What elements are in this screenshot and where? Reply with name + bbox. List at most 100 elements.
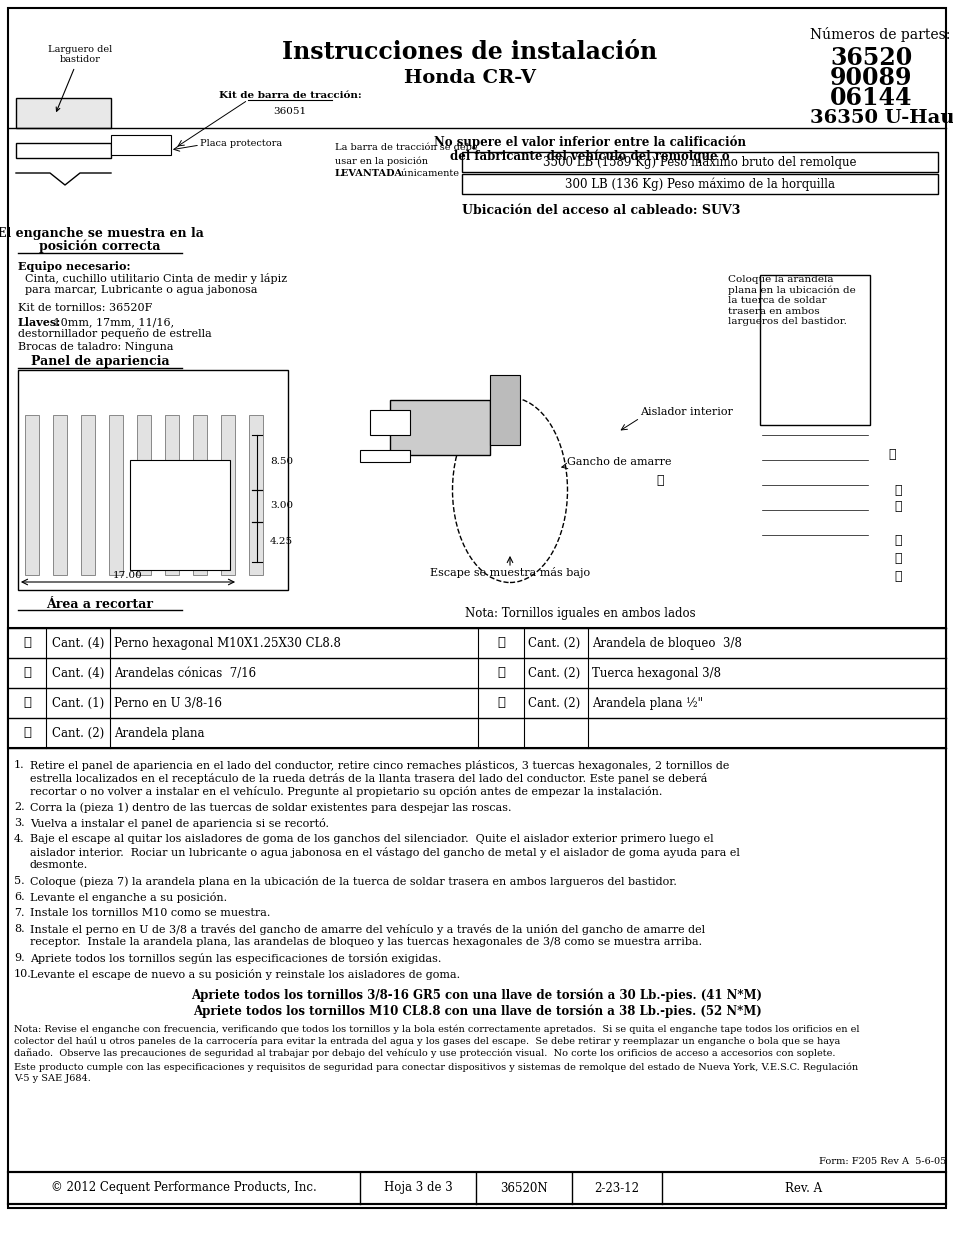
Text: Apriete todos los tornillos según las especificaciones de torsión exigidas.: Apriete todos los tornillos según las es… [30, 953, 441, 965]
Ellipse shape [452, 398, 567, 583]
Text: 5.: 5. [14, 876, 25, 885]
Text: Área a recortar: Área a recortar [47, 598, 153, 610]
Bar [165, 415, 179, 576]
Text: recortar o no volver a instalar en el vehículo. Pregunte al propietario su opció: recortar o no volver a instalar en el ve… [30, 785, 661, 797]
Text: Levante el escape de nuevo a su posición y reinstale los aisladores de goma.: Levante el escape de nuevo a su posición… [30, 969, 459, 981]
Text: Ubicación del acceso al cableado: SUV3: Ubicación del acceso al cableado: SUV3 [461, 204, 740, 216]
Text: 17.00: 17.00 [113, 571, 143, 579]
Text: © 2012 Cequent Performance Products, Inc.: © 2012 Cequent Performance Products, Inc… [51, 1182, 316, 1194]
Text: ①: ① [23, 636, 30, 650]
Text: Kit de tornillos: 36520F: Kit de tornillos: 36520F [18, 303, 152, 312]
Text: Arandela plana: Arandela plana [113, 726, 204, 740]
Bar [193, 415, 207, 576]
Text: Corra la (pieza 1) dentro de las tuercas de soldar existentes para despejar las : Corra la (pieza 1) dentro de las tuercas… [30, 802, 511, 813]
Text: Instale el perno en U de 3/8 a través del gancho de amarre del vehículo y a trav: Instale el perno en U de 3/8 a través de… [30, 924, 704, 935]
Text: Larguero del
bastidor: Larguero del bastidor [48, 44, 112, 111]
Text: Escape se muestra más bajo: Escape se muestra más bajo [430, 567, 590, 578]
Text: Equipo necesario:: Equipo necesario: [18, 261, 131, 272]
Text: Vuelva a instalar el panel de apariencia si se recortó.: Vuelva a instalar el panel de apariencia… [30, 818, 329, 829]
Text: ⑤: ⑤ [497, 636, 504, 650]
Text: 36520N: 36520N [499, 1182, 547, 1194]
Text: Cant. (4): Cant. (4) [52, 636, 104, 650]
Text: 4.25: 4.25 [270, 537, 293, 547]
Text: Cant. (2): Cant. (2) [527, 667, 579, 679]
Text: No supere el valor inferior entre la calificación: No supere el valor inferior entre la cal… [434, 136, 745, 148]
Text: Cinta, cuchillo utilitario Cinta de medir y lápiz: Cinta, cuchillo utilitario Cinta de medi… [18, 273, 287, 284]
Bar [81, 415, 95, 576]
Text: Hoja 3 de 3: Hoja 3 de 3 [383, 1182, 452, 1194]
Bar [53, 415, 67, 576]
Text: estrella localizados en el receptáculo de la rueda detrás de la llanta trasera d: estrella localizados en el receptáculo d… [30, 773, 706, 784]
Text: Retire el panel de apariencia en el lado del conductor, retire cinco remaches pl: Retire el panel de apariencia en el lado… [30, 760, 729, 771]
Text: ⑦: ⑦ [497, 697, 504, 709]
Text: únicamente: únicamente [397, 169, 458, 179]
Text: Arandelas cónicas  7/16: Arandelas cónicas 7/16 [113, 667, 255, 679]
Text: 90089: 90089 [829, 65, 911, 90]
Bar [18, 370, 288, 590]
Text: 06144: 06144 [829, 86, 911, 110]
Text: Honda CR-V: Honda CR-V [403, 69, 536, 86]
Bar [359, 450, 410, 462]
Text: Panel de apariencia: Panel de apariencia [30, 356, 169, 368]
Text: ②: ② [23, 667, 30, 679]
Text: Cant. (2): Cant. (2) [527, 636, 579, 650]
Bar [137, 415, 151, 576]
Text: Cant. (1): Cant. (1) [52, 697, 104, 709]
Text: La barra de tracción se debe: La barra de tracción se debe [335, 143, 477, 152]
Text: Números de partes:: Números de partes: [809, 27, 949, 42]
Text: Arandela de bloqueo  3/8: Arandela de bloqueo 3/8 [592, 636, 741, 650]
Text: 8.50: 8.50 [270, 457, 293, 467]
Text: usar en la posición: usar en la posición [335, 157, 428, 165]
Text: Form: F205 Rev A  5-6-05: Form: F205 Rev A 5-6-05 [818, 1157, 945, 1167]
Text: Kit de barra de tracción:: Kit de barra de tracción: [218, 90, 361, 100]
Text: Rev. A: Rev. A [784, 1182, 821, 1194]
Bar [25, 415, 39, 576]
Text: V-5 y SAE J684.: V-5 y SAE J684. [14, 1074, 91, 1083]
Text: El enganche se muestra en la: El enganche se muestra en la [0, 226, 203, 240]
Text: Perno hexagonal M10X1.25X30 CL8.8: Perno hexagonal M10X1.25X30 CL8.8 [113, 636, 340, 650]
Text: Aislador interior: Aislador interior [639, 408, 732, 417]
Text: Cant. (4): Cant. (4) [52, 667, 104, 679]
Text: ⑥: ⑥ [497, 667, 504, 679]
Text: Llaves:: Llaves: [18, 316, 61, 327]
Text: Placa protectora: Placa protectora [200, 138, 282, 147]
Text: Coloque (pieza 7) la arandela plana en la ubicación de la tuerca de soldar trase: Coloque (pieza 7) la arandela plana en l… [30, 876, 677, 887]
Bar [16, 98, 111, 128]
Text: Baje el escape al quitar los aisladores de goma de los ganchos del silenciador. : Baje el escape al quitar los aisladores … [30, 834, 713, 844]
Text: 36051: 36051 [274, 107, 306, 116]
Text: receptor.  Instale la arandela plana, las arandelas de bloqueo y las tuercas hex: receptor. Instale la arandela plana, las… [30, 937, 701, 947]
Text: ⑦: ⑦ [893, 569, 901, 583]
Text: LEVANTADA: LEVANTADA [335, 169, 403, 179]
Text: ②: ② [893, 483, 901, 496]
Text: 9.: 9. [14, 953, 25, 963]
Bar [390, 400, 490, 454]
Text: ⑥: ⑥ [893, 552, 901, 564]
Text: Instale los tornillos M10 como se muestra.: Instale los tornillos M10 como se muestr… [30, 908, 270, 918]
Bar [111, 135, 171, 156]
Text: aislador interior.  Rociar un lubricante o agua jabonosa en el vástago del ganch: aislador interior. Rociar un lubricante … [30, 847, 740, 858]
Text: Tuerca hexagonal 3/8: Tuerca hexagonal 3/8 [592, 667, 720, 679]
Text: 10mm, 17mm, 11/16,: 10mm, 17mm, 11/16, [50, 317, 174, 327]
Text: Brocas de taladro: Ninguna: Brocas de taladro: Ninguna [18, 342, 173, 352]
Text: Cant. (2): Cant. (2) [52, 726, 104, 740]
Text: Arandela plana ½": Arandela plana ½" [592, 697, 702, 709]
Text: 36520: 36520 [829, 46, 911, 70]
Text: ③: ③ [656, 473, 663, 487]
Bar [461, 174, 937, 194]
Text: 1.: 1. [14, 760, 25, 769]
Text: colector del haúl u otros paneles de la carrocería para evitar la entrada del ag: colector del haúl u otros paneles de la … [14, 1036, 840, 1046]
Bar [8, 629, 945, 748]
Text: Perno en U 3/8-16: Perno en U 3/8-16 [113, 697, 222, 709]
Text: Apriete todos los tornillos M10 CL8.8 con una llave de torsión a 38 Lb.-pies. (5: Apriete todos los tornillos M10 CL8.8 co… [193, 1005, 760, 1019]
Text: ④: ④ [23, 726, 30, 740]
Text: Apriete todos los tornillos 3/8-16 GR5 con una llave de torsión a 30 Lb.-pies. (: Apriete todos los tornillos 3/8-16 GR5 c… [192, 989, 761, 1003]
Text: 3.: 3. [14, 818, 25, 827]
Bar [490, 375, 519, 445]
Text: Nota: Tornillos iguales en ambos lados: Nota: Tornillos iguales en ambos lados [464, 606, 695, 620]
Text: 3.00: 3.00 [270, 501, 293, 510]
Text: del fabricante del vehículo del remolque o: del fabricante del vehículo del remolque… [450, 149, 729, 163]
Text: posición correcta: posición correcta [39, 240, 161, 253]
Text: Nota: Revise el enganche con frecuencia, verificando que todos los tornillos y l: Nota: Revise el enganche con frecuencia,… [14, 1025, 859, 1035]
Bar [249, 415, 263, 576]
Bar [221, 415, 234, 576]
